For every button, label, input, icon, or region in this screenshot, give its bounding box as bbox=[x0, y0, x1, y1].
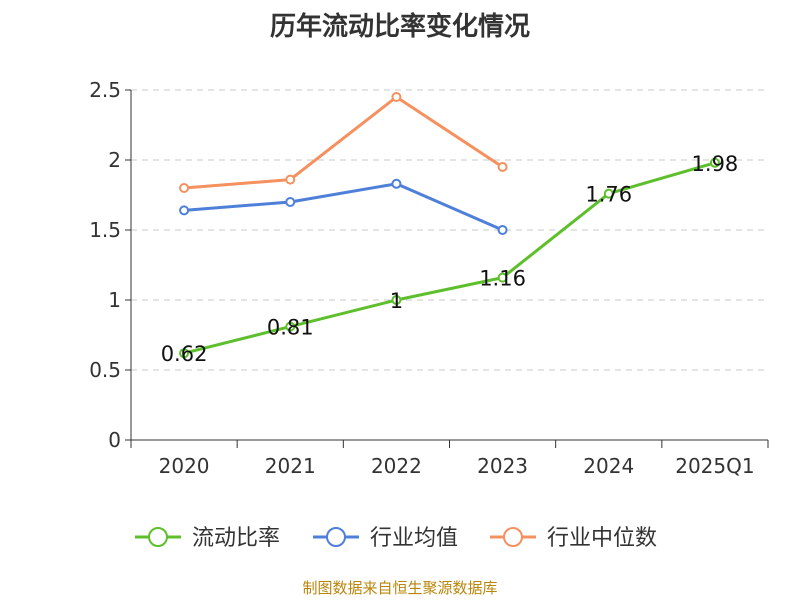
series-line bbox=[183, 161, 716, 355]
legend-label: 流动比率 bbox=[192, 526, 280, 551]
y-tick-label: 0 bbox=[108, 428, 121, 452]
data-point bbox=[285, 197, 296, 207]
data-point bbox=[603, 188, 614, 199]
y-tick-label: 1.5 bbox=[89, 218, 121, 242]
legend-marker bbox=[148, 527, 168, 547]
data-label: 1.76 bbox=[585, 183, 632, 207]
y-tick-label: 0.5 bbox=[89, 358, 121, 382]
series-line bbox=[183, 95, 504, 190]
y-tick-label: 1 bbox=[108, 288, 121, 312]
data-point bbox=[179, 348, 190, 359]
legend-marker bbox=[326, 527, 346, 547]
x-tick-label: 2025Q1 bbox=[675, 454, 754, 478]
chart-title: 历年流动比率变化情况 bbox=[269, 12, 530, 42]
x-tick-label: 2021 bbox=[265, 454, 316, 478]
x-tick-label: 2022 bbox=[371, 454, 422, 478]
data-point bbox=[285, 321, 296, 332]
y-tick-label: 2.5 bbox=[89, 78, 121, 102]
data-label: 1 bbox=[390, 289, 403, 313]
data-point bbox=[179, 183, 190, 193]
x-tick-label: 2024 bbox=[583, 454, 634, 478]
legend-marker bbox=[503, 527, 523, 547]
data-point bbox=[497, 272, 508, 283]
data-label: 0.62 bbox=[161, 342, 208, 366]
y-tick-label: 2 bbox=[108, 148, 121, 172]
data-point bbox=[391, 92, 402, 102]
data-point bbox=[497, 225, 508, 235]
data-label: 1.98 bbox=[692, 152, 739, 176]
data-point bbox=[709, 157, 720, 168]
series-line bbox=[183, 182, 504, 232]
data-label: 1.16 bbox=[479, 267, 526, 291]
data-label: 0.81 bbox=[267, 316, 314, 340]
legend-label: 行业均值 bbox=[370, 526, 458, 551]
data-point bbox=[391, 295, 402, 305]
data-point bbox=[497, 162, 508, 172]
data-point bbox=[391, 178, 402, 189]
legend-label: 行业中位数 bbox=[547, 526, 657, 551]
data-source-note: 制图数据来自恒生聚源数据库 bbox=[302, 579, 498, 597]
data-point bbox=[285, 174, 296, 185]
data-point bbox=[179, 205, 190, 216]
x-tick-label: 2020 bbox=[159, 454, 210, 478]
x-tick-label: 2023 bbox=[477, 454, 528, 478]
